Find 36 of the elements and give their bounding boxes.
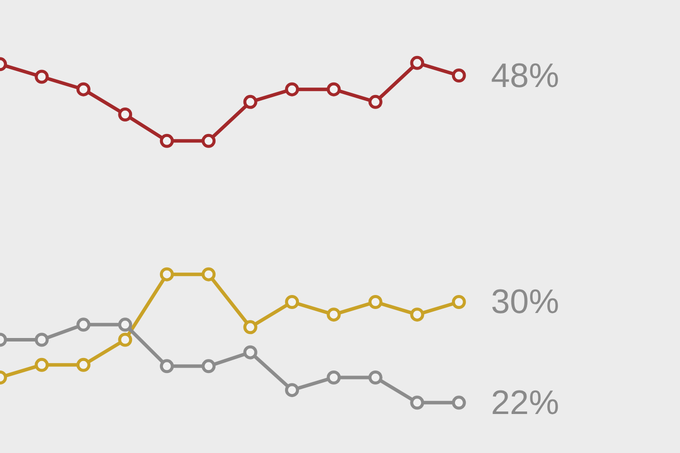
point	[452, 396, 466, 410]
point	[410, 396, 424, 410]
point	[410, 308, 424, 322]
point	[202, 359, 216, 374]
point	[202, 267, 216, 282]
point	[160, 134, 174, 148]
point	[368, 370, 382, 384]
point	[160, 267, 174, 282]
point	[243, 94, 258, 109]
point	[368, 295, 382, 309]
point	[202, 134, 216, 148]
point	[452, 295, 466, 309]
point	[410, 56, 424, 70]
point	[326, 308, 341, 322]
point	[285, 295, 300, 309]
point	[285, 383, 300, 398]
point	[34, 358, 49, 372]
data-label: 22%	[491, 384, 560, 422]
point	[326, 82, 341, 96]
point	[285, 82, 300, 96]
point	[118, 108, 132, 122]
point	[34, 332, 49, 347]
point	[243, 345, 258, 360]
data-label: 48%	[491, 57, 560, 95]
point	[326, 370, 341, 384]
point	[368, 94, 382, 109]
point	[76, 358, 90, 372]
point	[118, 318, 132, 332]
point	[118, 332, 132, 347]
point	[76, 82, 90, 96]
point	[452, 68, 466, 82]
point	[34, 70, 49, 84]
point	[160, 359, 174, 374]
point	[76, 318, 90, 332]
data-label: 30%	[491, 283, 560, 321]
point	[243, 320, 258, 334]
